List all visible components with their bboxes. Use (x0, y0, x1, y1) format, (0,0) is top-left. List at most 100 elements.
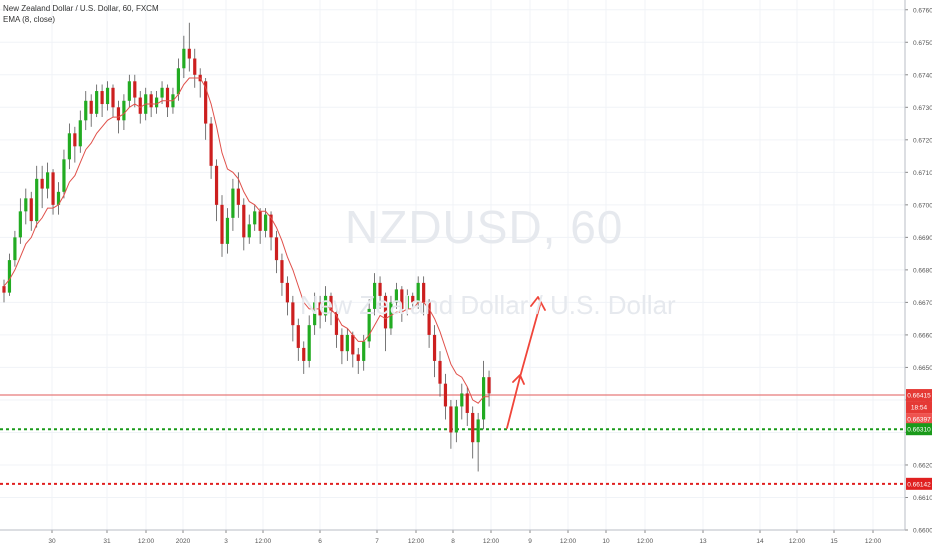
candle-body (46, 172, 50, 189)
candle-body (449, 406, 453, 433)
candle-body (160, 87, 164, 98)
x-tick-label: 12:00 (138, 538, 155, 545)
support-price-label: 0.66310 (907, 427, 931, 434)
x-tick-label: 12:00 (408, 538, 425, 545)
candle-body (24, 198, 28, 212)
candle-body (378, 282, 382, 296)
candle-body (35, 178, 39, 222)
candle-body (155, 97, 159, 108)
x-tick-label: 15 (830, 538, 838, 545)
candle-body (84, 100, 88, 121)
x-tick-label: 31 (103, 538, 111, 545)
candle-body (443, 383, 448, 407)
legend-indicator[interactable]: EMA (8, close) (3, 15, 56, 24)
candle-body (111, 87, 115, 108)
candle-body (340, 334, 344, 352)
candle-body (427, 302, 431, 335)
candle-body (236, 188, 240, 205)
candle-body (138, 97, 142, 114)
candle-body (313, 302, 317, 326)
x-tick-label: 12:00 (560, 538, 577, 545)
candle-body (411, 295, 415, 303)
support-price-label-bg (906, 423, 932, 436)
legend-symbol[interactable]: New Zealand Dollar / U.S. Dollar, 60, FX… (3, 4, 159, 13)
candle-body (373, 282, 377, 309)
candle-body (280, 260, 284, 283)
candle-body (133, 81, 137, 98)
candles (2, 22, 491, 472)
candle-body (95, 91, 99, 114)
lower-support-price-label-bg (906, 477, 932, 490)
candle-body (432, 334, 437, 361)
candle-body (242, 204, 246, 238)
candle-body (454, 406, 458, 433)
candle-body (400, 289, 404, 309)
x-tick-label: 12:00 (865, 538, 882, 545)
candle-body (482, 377, 486, 420)
candle-body (258, 211, 262, 231)
lower-support-price-label: 0.66142 (907, 481, 931, 488)
candle-body (356, 354, 360, 361)
candle-body (56, 191, 61, 205)
candle-body (269, 214, 273, 238)
candle-body (307, 325, 311, 361)
forecast-arrow[interactable] (506, 296, 546, 429)
candle-body (383, 295, 388, 329)
candle-body (209, 123, 213, 166)
candle-body (394, 289, 398, 303)
candle-body (193, 58, 197, 75)
candle-body (149, 94, 153, 108)
candle-body (291, 302, 295, 326)
candle-body (220, 204, 224, 244)
ema-value-label: 0.66397 (907, 417, 931, 424)
candle-body (471, 412, 475, 443)
legend: New Zealand Dollar / U.S. Dollar, 60, FX… (3, 3, 159, 25)
candle-body (67, 133, 71, 160)
candle-body (127, 81, 131, 101)
x-tick-label: 12:00 (789, 538, 806, 545)
candle-body (29, 198, 33, 222)
grid (0, 0, 905, 531)
candle-body (345, 334, 349, 352)
x-tick-label: 6 (318, 538, 322, 545)
x-tick-label: 10 (602, 538, 610, 545)
candle-body (40, 178, 44, 189)
x-tick-label: 8 (451, 538, 455, 545)
ema-line (3, 77, 490, 404)
candle-body (476, 419, 480, 443)
last-price-label: 0.66415 (907, 393, 931, 400)
candle-body (274, 237, 279, 261)
candle-body (165, 87, 170, 108)
candle-body (285, 282, 289, 303)
candle-body (362, 341, 366, 361)
candle-body (62, 159, 66, 192)
x-tick-label: 3 (224, 538, 228, 545)
countdown-label-bg (906, 401, 932, 414)
candle-body (487, 377, 491, 394)
x-tick-label: 9 (528, 538, 532, 545)
candle-body (187, 48, 191, 59)
candle-body (416, 282, 420, 303)
y-tick-label: 0.67600 (913, 7, 932, 14)
candle-body (438, 360, 442, 384)
ema-value-label-bg (906, 413, 932, 426)
candle-body (367, 308, 371, 342)
candle-body (247, 224, 251, 238)
candle-body (329, 295, 333, 313)
candle-body (460, 393, 464, 407)
